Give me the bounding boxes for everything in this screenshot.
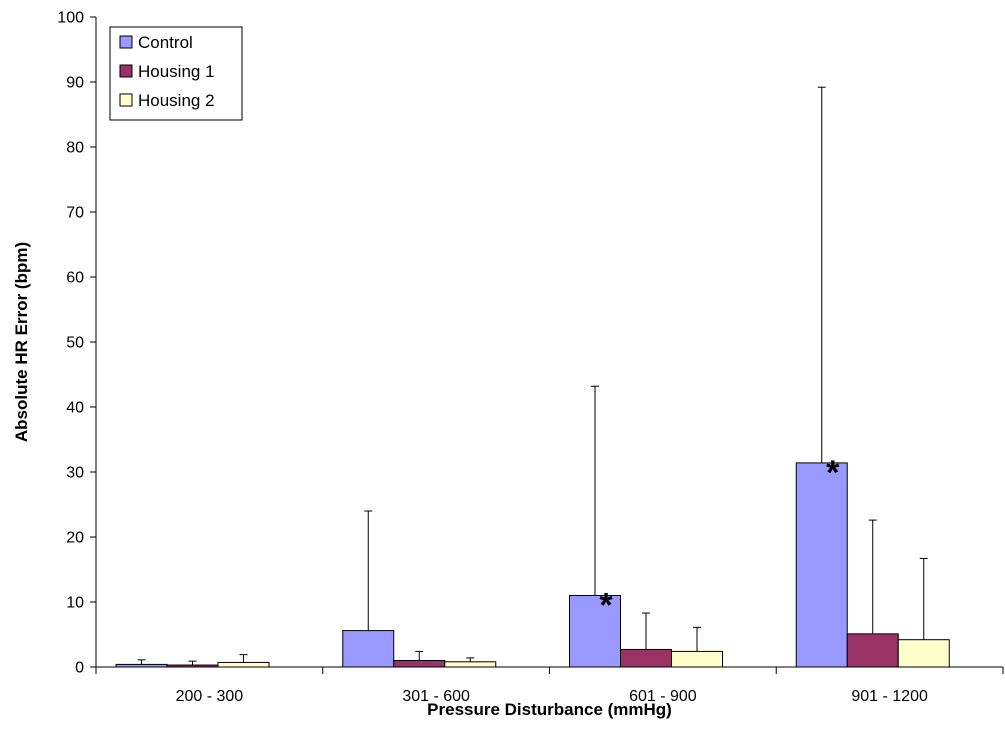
y-tick-label: 20 [66,530,84,547]
legend-label: Control [138,33,193,52]
bar [671,650,723,668]
bar [795,462,848,668]
x-tick-label: 301 - 600 [402,688,470,705]
y-tick-label: 100 [57,10,84,27]
bars [115,462,950,668]
y-tick-label: 90 [66,75,84,92]
bar [393,660,446,668]
x-axis-title: Pressure Disturbance (mmHg) [427,700,672,719]
y-tick-label: 30 [66,465,84,482]
legend: Control Housing 1 Housing 2 [109,26,243,121]
y-tick-label: 10 [66,595,84,612]
y-tick-label: 0 [75,660,84,677]
legend-swatch [119,93,133,107]
significance-star: * [826,454,840,492]
bar [217,661,270,668]
x-tick-label: 601 - 900 [629,688,697,705]
bar [342,630,395,668]
y-axis-ticks: 0 10 20 30 40 50 60 70 80 90 100 [57,10,96,677]
legend-swatch [119,35,133,49]
x-tick-label: 200 - 300 [176,688,244,705]
legend-label: Housing 1 [138,62,215,81]
x-tick-label: 901 - 1200 [851,688,928,705]
y-tick-label: 70 [66,205,84,222]
y-tick-label: 40 [66,400,84,417]
bar [897,639,950,668]
y-tick-label: 50 [66,335,84,352]
significance-markers: ** [599,454,840,625]
bar [846,633,899,668]
bar [620,648,672,668]
error-bars [137,86,928,666]
legend-swatch [119,64,133,78]
bar [444,661,497,668]
bar [569,595,621,668]
y-tick-label: 80 [66,140,84,157]
x-axis-ticks: 200 - 300 301 - 600 601 - 900 901 - 1200 [95,667,1004,705]
legend-label: Housing 2 [138,91,215,110]
y-axis-title: Absolute HR Error (bpm) [12,242,31,442]
y-tick-label: 60 [66,270,84,287]
significance-star: * [599,587,613,625]
